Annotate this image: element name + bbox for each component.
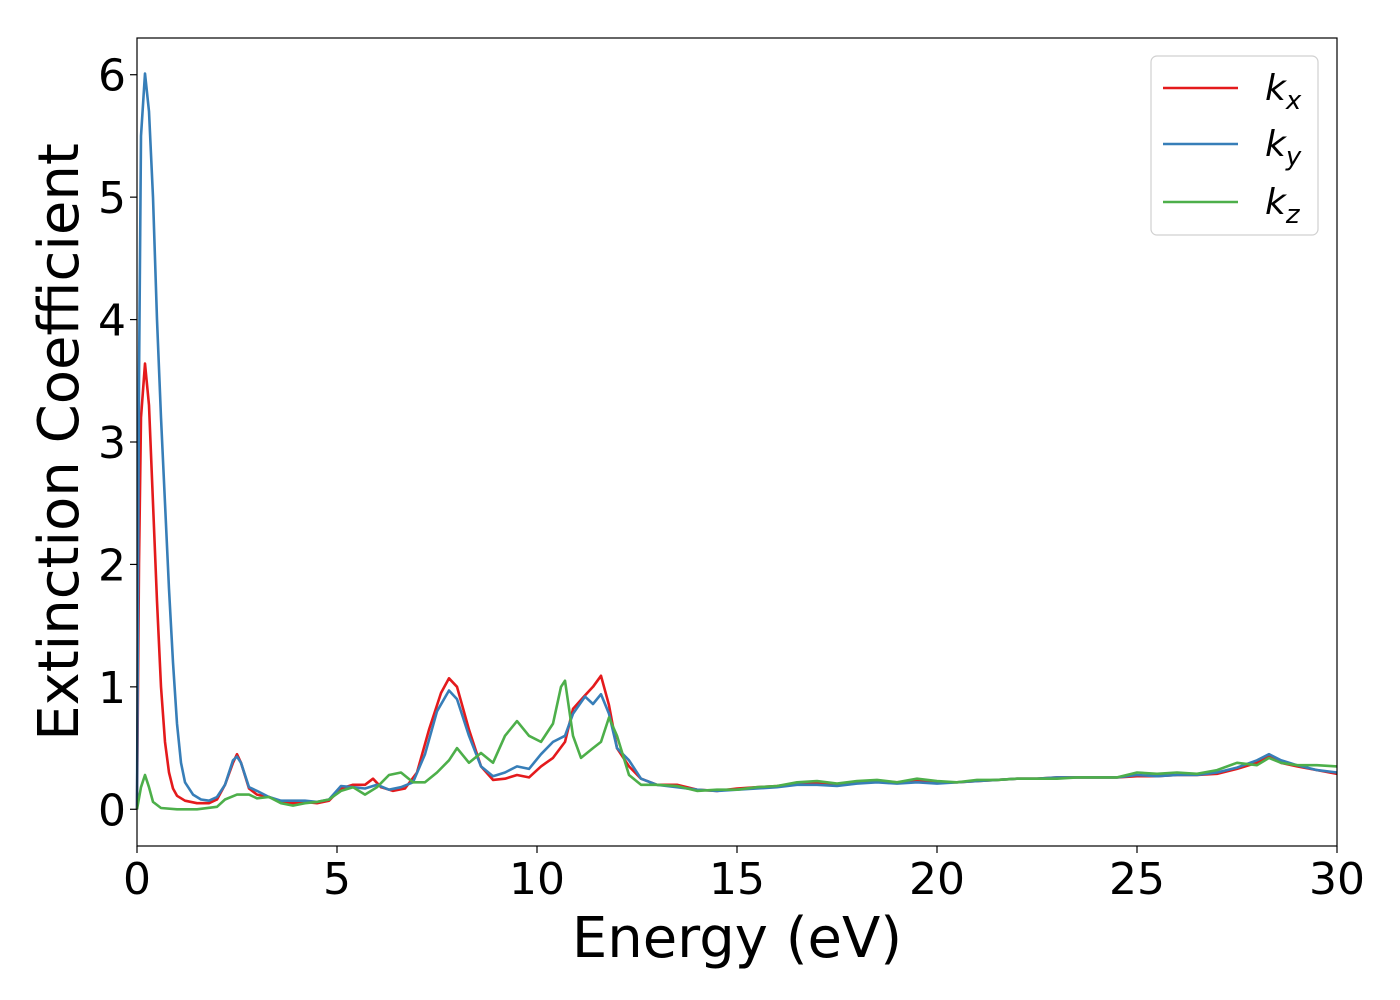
y-tick-label: 6 <box>98 51 126 102</box>
x-tick-label: 20 <box>909 854 965 905</box>
tick-layer: 0 5 10 15 20 25 30 0 1 2 3 4 5 6 <box>98 51 1365 905</box>
x-axis-label: Energy (eV) <box>572 906 902 971</box>
y-tick-label: 1 <box>98 663 126 714</box>
x-tick-label: 0 <box>123 854 151 905</box>
plot-area <box>137 38 1337 846</box>
legend-label-y: ky <box>1265 124 1302 172</box>
legend-label-x: kx <box>1265 68 1302 116</box>
y-axis-label: Extinction Coefficient <box>27 143 92 741</box>
legend-box <box>1150 55 1319 236</box>
x-tick-label: 25 <box>1109 854 1165 905</box>
x-tick-label: 10 <box>509 854 565 905</box>
legend: kx ky kz <box>1150 55 1319 236</box>
plot-frame <box>136 37 1338 847</box>
x-tick-label: 15 <box>709 854 765 905</box>
y-tick-label: 4 <box>98 296 126 347</box>
y-tick-label: 3 <box>98 418 126 469</box>
x-tick-label: 30 <box>1309 854 1365 905</box>
y-tick-label: 2 <box>98 540 126 591</box>
y-tick-label: 0 <box>98 785 126 836</box>
x-tick-label: 5 <box>323 854 351 905</box>
legend-label-z: kz <box>1265 182 1301 230</box>
y-tick-label: 5 <box>98 173 126 224</box>
series-line-z <box>135 679 1338 811</box>
series-layer <box>135 72 1338 811</box>
